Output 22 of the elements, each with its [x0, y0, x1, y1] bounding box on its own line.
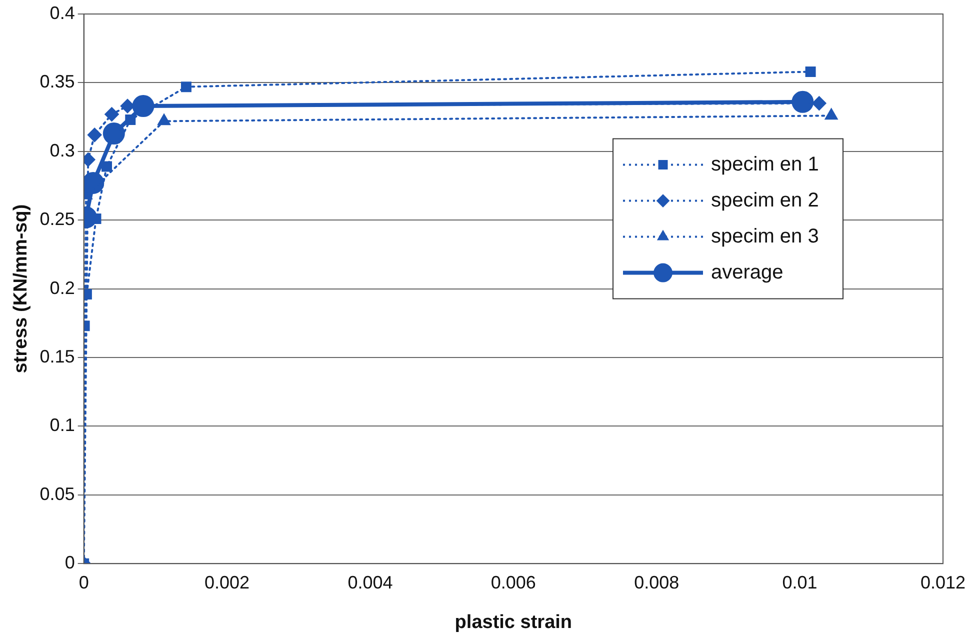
y-tick-label: 0.4	[50, 2, 75, 23]
y-tick-label: 0.35	[40, 72, 75, 92]
x-axis-title: plastic strain	[454, 612, 572, 633]
x-tick-label: 0	[78, 572, 89, 592]
x-tick-label: 0.004	[348, 572, 393, 592]
x-tick-label: 0.01	[782, 572, 818, 592]
x-tick-label: 0.008	[634, 572, 680, 592]
y-axis-title: stress (KN/mm-sq)	[10, 204, 32, 374]
y-tick-label: 0.25	[40, 209, 75, 230]
y-tick-label: 0.05	[40, 484, 75, 504]
y-tick-label: 0.1	[50, 415, 75, 436]
legend-label: specim en 3	[711, 225, 819, 248]
y-tick-label: 0.2	[50, 278, 75, 298]
y-tick-label: 0	[64, 552, 75, 573]
y-tick-label: 0.15	[40, 346, 75, 366]
legend-label: specim en 2	[711, 189, 819, 212]
x-tick-label: 0.012	[920, 572, 966, 592]
y-tick-label: 0.3	[50, 140, 75, 160]
legend-label: average	[711, 261, 784, 284]
x-tick-label: 0.002	[204, 572, 250, 592]
x-tick-label: 0.006	[490, 572, 536, 592]
legend-label: specim en 1	[711, 153, 819, 176]
